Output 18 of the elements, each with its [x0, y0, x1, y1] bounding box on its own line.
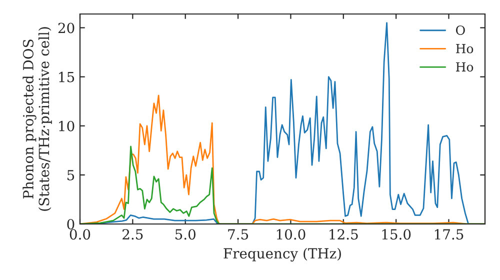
x-axis-title: Frequency (THz): [224, 248, 341, 262]
y-tick-label: 0: [67, 218, 74, 230]
x-tick-label: 12.5: [330, 229, 358, 240]
x-tick-label: 15.0: [382, 229, 411, 240]
legend-label: O: [456, 25, 465, 35]
x-tick-label: 0.0: [70, 229, 90, 240]
x-tick-label: 2.5: [122, 229, 143, 240]
legend-label: Ho: [456, 62, 474, 72]
y-tick-label: 15: [59, 72, 74, 82]
y-tick-label: 10: [59, 120, 74, 132]
y-tick-label: 5: [67, 170, 74, 180]
x-tick-label: 17.5: [434, 229, 464, 240]
y-tick-label: 20: [58, 22, 74, 34]
legend-label: Ho: [456, 44, 474, 54]
x-tick-label: 7.5: [228, 229, 248, 240]
x-tick-label: 10.0: [276, 229, 306, 240]
x-tick-label: 5.0: [175, 229, 196, 240]
y-axis-title: Phonon projected DOS (States/THz·primitive cell): [22, 27, 52, 211]
